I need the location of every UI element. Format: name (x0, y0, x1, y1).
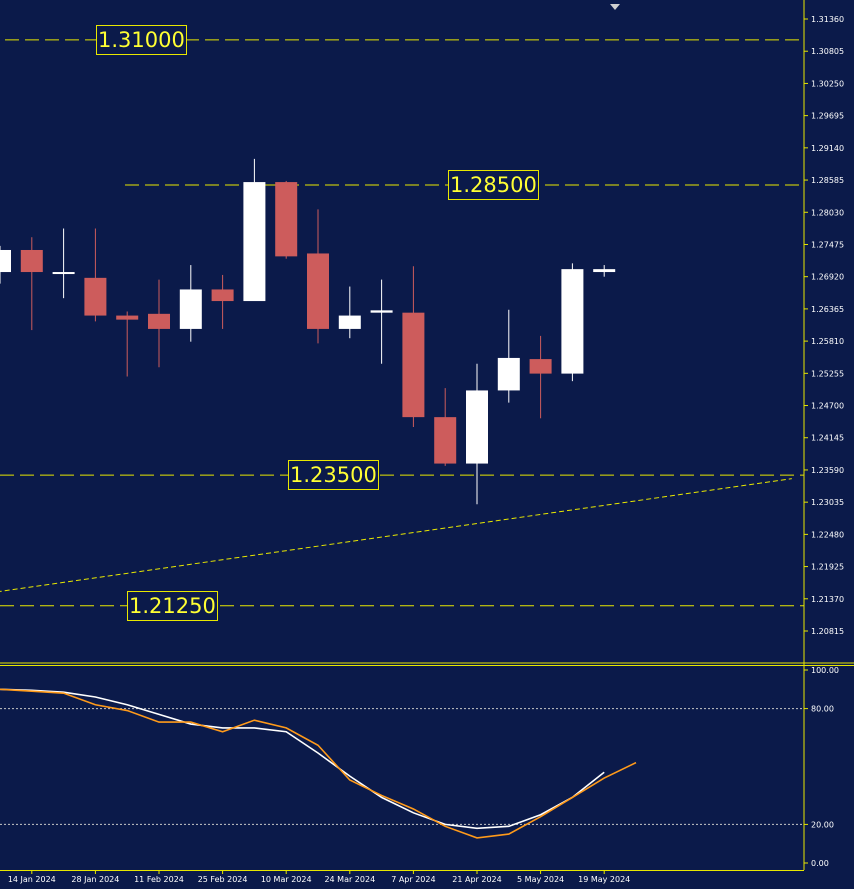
price-tick-label: 1.26920 (811, 273, 844, 282)
level-label: 1.21250 (127, 590, 218, 621)
price-tick-label: 1.22480 (811, 530, 844, 539)
price-tick-label: 1.25255 (811, 369, 844, 378)
candle-body (0, 249, 11, 273)
date-tick-label: 25 Feb 2024 (198, 875, 248, 884)
price-tick-label: 1.21925 (811, 563, 844, 572)
candle-body (338, 315, 361, 329)
stoch-signal-line (0, 688, 637, 839)
price-tick-label: 1.27475 (811, 240, 844, 249)
candle-body (116, 315, 139, 320)
candle-body (561, 269, 584, 374)
stoch-main-line (0, 688, 605, 830)
candle-body (593, 269, 616, 273)
candle-body (275, 182, 298, 257)
candle-body (466, 390, 488, 464)
price-tick-label: 1.30250 (811, 79, 844, 88)
shift-marker-icon (610, 4, 620, 10)
candle-body (529, 359, 552, 374)
candle-body (52, 272, 75, 275)
price-tick-label: 1.24145 (811, 434, 844, 443)
stochastic-panel (0, 688, 804, 839)
osc-tick-label: 0.00 (811, 859, 829, 868)
date-tick-label: 5 May 2024 (517, 875, 564, 884)
price-tick-label: 1.28585 (811, 176, 844, 185)
price-tick-label: 1.24700 (811, 402, 844, 411)
price-tick-label: 1.31360 (811, 15, 844, 24)
candle-body (148, 313, 170, 329)
candle-body (434, 417, 457, 464)
osc-tick-label: 80.00 (811, 705, 834, 714)
candle-body (370, 310, 393, 313)
level-label: 1.23500 (288, 460, 379, 491)
date-tick-label: 28 Jan 2024 (71, 875, 119, 884)
date-tick-label: 21 Apr 2024 (452, 875, 501, 884)
osc-tick-label: 100.00 (811, 666, 839, 675)
price-tick-label: 1.23035 (811, 498, 844, 507)
price-tick-label: 1.26365 (811, 305, 844, 314)
price-tick-label: 1.21370 (811, 595, 844, 604)
price-tick-label: 1.29140 (811, 144, 844, 153)
date-tick-label: 11 Feb 2024 (134, 875, 184, 884)
price-tick-label: 1.28030 (811, 208, 844, 217)
candle-body (307, 253, 329, 329)
price-tick-label: 1.20815 (811, 627, 844, 636)
price-tick-label: 1.30805 (811, 47, 844, 56)
candle-body (179, 289, 202, 329)
date-tick-label: 19 May 2024 (578, 875, 630, 884)
candle-body (497, 357, 520, 391)
candle-body (84, 277, 107, 316)
candle-body (211, 289, 234, 302)
date-tick-label: 10 Mar 2024 (261, 875, 312, 884)
candles (0, 158, 616, 505)
candle-body (243, 182, 266, 302)
candle-body (20, 249, 43, 273)
level-label: 1.28500 (448, 169, 539, 200)
trendline-group (0, 478, 792, 592)
price-tick-label: 1.23590 (811, 466, 844, 475)
date-tick-label: 7 Apr 2024 (391, 875, 435, 884)
trendline (0, 478, 792, 592)
price-tick-label: 1.25810 (811, 337, 844, 346)
price-tick-label: 1.29695 (811, 112, 844, 121)
candle-body (402, 312, 425, 418)
level-label: 1.31000 (96, 24, 187, 55)
date-tick-label: 24 Mar 2024 (324, 875, 375, 884)
date-tick-label: 14 Jan 2024 (8, 875, 56, 884)
osc-tick-label: 20.00 (811, 820, 834, 829)
